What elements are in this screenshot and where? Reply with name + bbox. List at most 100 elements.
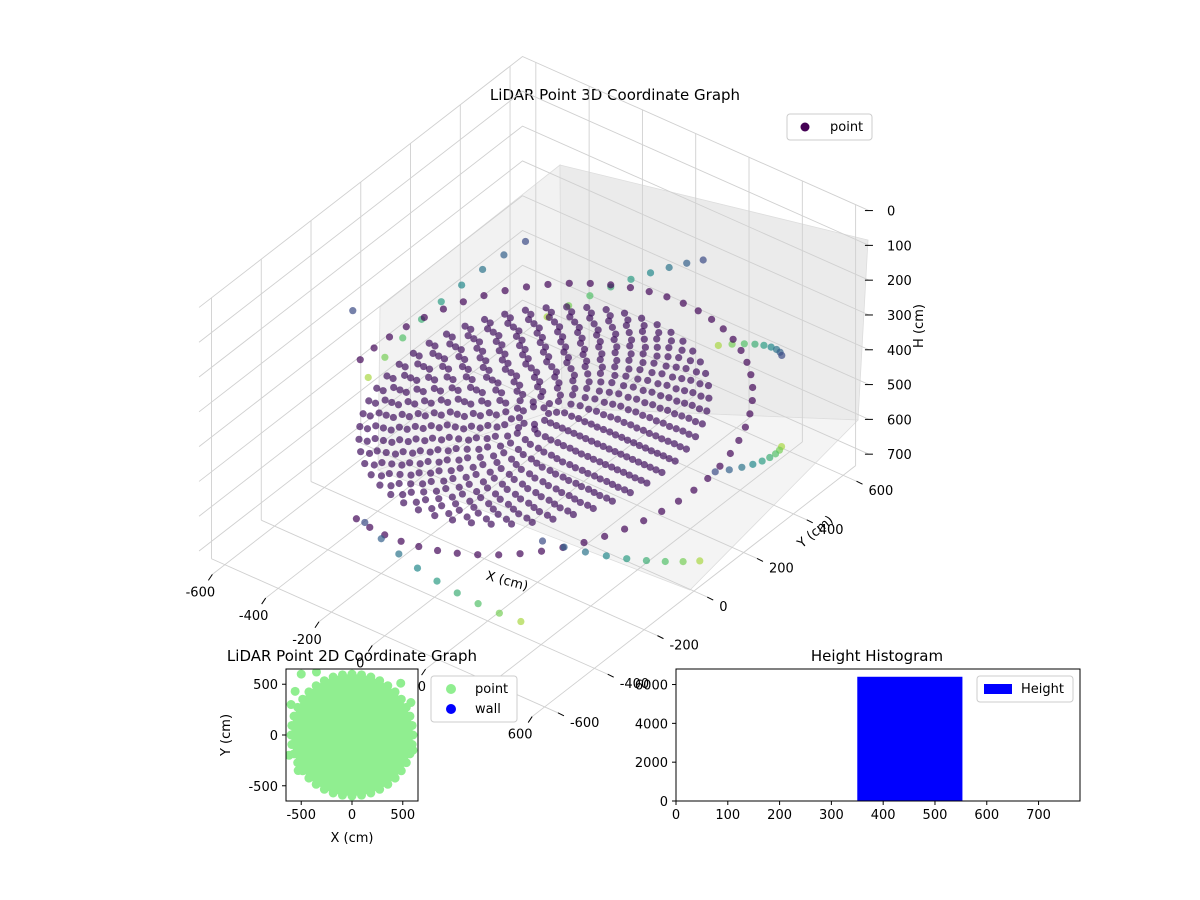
point-3d (615, 390, 623, 398)
point-3d (506, 439, 515, 447)
point-3d (512, 460, 520, 469)
point-3d (537, 392, 545, 401)
point-3d (490, 474, 498, 482)
point-3d (363, 425, 372, 433)
x-tick-label: 0 (348, 808, 356, 823)
grid-line (198, 56, 870, 308)
y-tick-mark (707, 596, 714, 601)
point-3d (397, 537, 405, 545)
point-2d (396, 766, 406, 776)
x-tick-mark (421, 668, 426, 676)
point-3d (667, 337, 676, 345)
point-2d (408, 745, 418, 755)
point-3d (629, 455, 637, 464)
point-3d (653, 449, 661, 457)
point-3d (492, 411, 500, 419)
point-3d (593, 423, 601, 431)
point-3d (496, 442, 505, 450)
point-3d (624, 393, 632, 401)
point-3d (367, 471, 375, 479)
point-3d (376, 481, 384, 489)
point-3d (465, 436, 473, 444)
point-3d (513, 387, 521, 395)
point-3d (560, 409, 569, 417)
point-3d (714, 341, 722, 350)
point-3d (365, 449, 374, 458)
point-3d (702, 369, 710, 378)
point-3d (563, 359, 571, 367)
point-3d (657, 392, 665, 400)
point-3d (491, 432, 499, 440)
point-3d (622, 372, 630, 380)
point-3d (749, 460, 757, 468)
point-3d (652, 432, 660, 440)
grid-line (198, 264, 870, 517)
point-3d (536, 338, 544, 347)
point-3d (778, 351, 786, 360)
y-tick-label: -600 (570, 716, 600, 731)
point-2d (375, 676, 385, 686)
point-3d (694, 307, 702, 315)
legend-2d-wall-label: wall (475, 702, 501, 717)
point-3d (580, 538, 588, 547)
histogram-bar (857, 676, 963, 801)
point-3d (377, 535, 385, 543)
point-3d (584, 370, 592, 378)
point-3d (500, 449, 508, 457)
z-tick-label: 100 (887, 239, 912, 254)
point-3d (571, 318, 579, 326)
point-3d (502, 515, 511, 523)
point-3d (494, 510, 502, 518)
point-3d (443, 373, 451, 381)
point-3d (614, 483, 622, 491)
point-3d (611, 371, 619, 380)
point-3d (413, 385, 421, 393)
x-axis-2d-label: X (cm) (331, 831, 374, 846)
point-3d (640, 335, 648, 343)
point-3d (425, 339, 433, 347)
point-3d (671, 457, 679, 465)
point-3d (567, 400, 575, 408)
point-3d (659, 419, 667, 427)
point-2d (337, 670, 347, 680)
point-3d (464, 332, 472, 340)
point-3d (665, 454, 673, 463)
point-2d (311, 669, 321, 677)
point-3d (636, 366, 644, 374)
point-2d (304, 687, 314, 697)
point-3d (584, 469, 592, 478)
point-3d (613, 356, 621, 365)
point-3d (475, 445, 483, 453)
point-3d (389, 374, 397, 383)
point-3d (633, 395, 641, 403)
point-3d (448, 493, 456, 501)
point-3d (521, 306, 530, 314)
point-3d (446, 408, 454, 416)
point-3d (513, 372, 521, 380)
point-3d (571, 384, 579, 393)
point-3d (521, 237, 530, 246)
point-3d (545, 400, 554, 408)
point-3d (474, 551, 482, 559)
point-3d (461, 322, 469, 330)
grid-line (198, 195, 870, 447)
point-3d (457, 346, 465, 354)
grid-line (531, 465, 856, 717)
point-3d (685, 430, 693, 438)
histogram-legend-frame (976, 675, 1074, 703)
histogram-axes: 0 100 200 300 400 500 600 700 0 2000 4000 6000 (635, 679, 1051, 823)
point-3d (667, 328, 675, 336)
point-3d (502, 408, 510, 416)
point-3d (476, 412, 484, 420)
point-3d (682, 364, 690, 373)
point-3d (608, 463, 616, 471)
point-3d (596, 491, 604, 500)
point-3d (445, 509, 453, 518)
point-3d (529, 403, 538, 411)
point-3d (372, 422, 380, 430)
point-3d (472, 434, 480, 442)
point-3d (559, 458, 567, 466)
point-3d (576, 432, 584, 440)
point-3d (625, 471, 633, 479)
